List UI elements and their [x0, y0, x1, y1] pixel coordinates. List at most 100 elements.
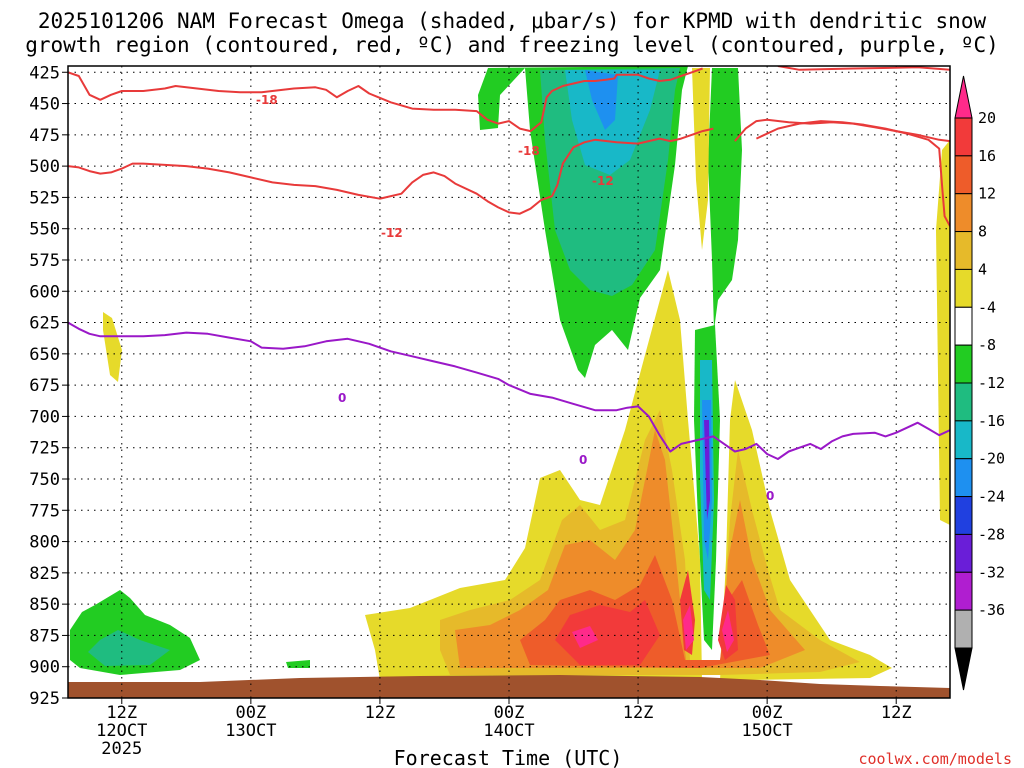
omega-shade-yellow-blob — [103, 312, 122, 382]
y-tick-label-925: 925 — [29, 689, 60, 709]
y-tick-label-850: 850 — [29, 595, 60, 615]
y-tick-label-775: 775 — [29, 501, 60, 521]
colorbar-label-5: 4 — [978, 260, 987, 278]
x-tick-label-24-2: 13OCT — [225, 721, 276, 741]
x-tick-label-60-1: 12Z — [623, 703, 654, 723]
colorbar-bottom-triangle — [954, 647, 973, 691]
x-tick-label-12-2: 12OCT — [96, 721, 147, 741]
contour-label-dgz-top-1: -18 — [256, 93, 278, 107]
x-tick-label-72-2: 15OCT — [742, 721, 793, 741]
contour-label-freezing-2: 0 — [579, 453, 587, 467]
y-tick-label-875: 875 — [29, 626, 60, 646]
grid-lines — [68, 66, 950, 699]
colorbar-box-11 — [954, 496, 973, 535]
colorbar-label-8: -12 — [978, 374, 1005, 392]
chart-title-line-1: 2025101206 NAM Forecast Omega (shaded, μ… — [38, 9, 987, 33]
y-tick-label-825: 825 — [29, 564, 60, 584]
x-tick-label-36-1: 12Z — [365, 703, 396, 723]
colorbar-box-1 — [954, 117, 973, 157]
contour-line-2 — [777, 66, 950, 71]
x-tick-label-84-1: 12Z — [881, 703, 912, 723]
y-tick-label-600: 600 — [29, 282, 60, 302]
omega-shade-lightblue-plume — [585, 70, 618, 130]
y-tick-label-425: 425 — [29, 63, 60, 83]
terrain-ground — [68, 675, 950, 698]
y-tick-label-525: 525 — [29, 188, 60, 208]
colorbar-box-14 — [954, 609, 973, 649]
colorbar-box-2 — [954, 155, 973, 195]
contour-label-dgz-bottom-1: -12 — [381, 226, 403, 240]
colorbar-box-4 — [954, 231, 973, 270]
colorbar-label-6: -4 — [978, 298, 996, 316]
omega-shade-yellow-ne — [692, 68, 710, 250]
colorbar-label-10: -20 — [978, 450, 1005, 468]
x-tick-label-48-2: 14OCT — [483, 721, 534, 741]
contour-line-5 — [755, 120, 950, 227]
x-tick-label-72-1: 00Z — [752, 703, 783, 723]
colorbar-label-4: 8 — [978, 223, 987, 241]
colorbar-label-13: -32 — [978, 563, 1005, 581]
contour-label-dgz-bottom-2: -12 — [592, 174, 614, 188]
contour-label-freezing-1: 0 — [338, 391, 346, 405]
y-tick-label-575: 575 — [29, 251, 60, 271]
contour-line-1 — [68, 67, 703, 133]
colorbar-box-3 — [954, 193, 973, 233]
y-tick-label-450: 450 — [29, 95, 60, 115]
omega-shade-magenta-3 — [722, 610, 734, 652]
y-tick-label-650: 650 — [29, 345, 60, 365]
omega-shade-magenta-2 — [683, 605, 694, 650]
contour-line-4 — [68, 127, 714, 215]
x-tick-label-12-3: 2025 — [101, 739, 142, 759]
y-tick-label-750: 750 — [29, 470, 60, 490]
omega-shade-yellow-edge — [936, 140, 950, 525]
x-tick-label-24-1: 00Z — [235, 703, 266, 723]
omega-shade-green-column — [708, 68, 742, 330]
colorbar-box-7 — [954, 344, 973, 384]
omega-shade-red-core — [555, 600, 660, 665]
colorbar-box-6 — [954, 306, 973, 346]
x-tick-label-12-1: 12Z — [106, 703, 137, 723]
x-axis-label: Forecast Time (UTC) — [394, 746, 623, 768]
colorbar-box-13 — [954, 571, 973, 611]
omega-shade-descent-purple — [704, 420, 710, 520]
y-tick-label-500: 500 — [29, 157, 60, 177]
contour-line-6 — [68, 321, 950, 460]
contour-label-freezing-3: 0 — [766, 489, 774, 503]
colorbar-label-2: 16 — [978, 147, 996, 165]
colorbar-top-triangle — [954, 75, 973, 119]
y-tick-label-625: 625 — [29, 314, 60, 334]
y-tick-label-675: 675 — [29, 376, 60, 396]
credit-text: coolwx.com/models — [858, 750, 1012, 768]
contour-label-dgz-top-2: -18 — [518, 144, 540, 158]
colorbar: 20 16 12 8 4 -4 -8 -12 -16 -20 -24 -28 -32 -36 — [954, 75, 1005, 691]
x-tick-label-48-1: 00Z — [494, 703, 525, 723]
contour-lines — [68, 66, 950, 460]
colorbar-box-8 — [954, 382, 973, 422]
colorbar-label-11: -24 — [978, 488, 1005, 506]
y-axis: 425 450 475 500 525 550 575 600 625 650 675 700 725 7… — [29, 63, 68, 709]
chart-title-line-2: growth region (contoured, red, ºC) and f… — [25, 33, 999, 57]
omega-shading — [68, 66, 950, 698]
colorbar-label-9: -16 — [978, 412, 1005, 430]
colorbar-label-14: -36 — [978, 601, 1005, 619]
omega-shade-magenta-1 — [572, 626, 598, 648]
colorbar-box-12 — [954, 533, 973, 573]
colorbar-label-1: 20 — [978, 109, 996, 127]
colorbar-label-7: -8 — [978, 336, 996, 354]
contour-labels: -18 -18 -12 -12 0 0 0 — [256, 93, 774, 503]
omega-shade-orange-2 — [455, 430, 805, 668]
colorbar-box-9 — [954, 420, 973, 460]
colorbar-box-10 — [954, 458, 973, 498]
y-tick-label-725: 725 — [29, 439, 60, 459]
y-tick-label-550: 550 — [29, 220, 60, 240]
y-tick-label-800: 800 — [29, 533, 60, 553]
colorbar-label-12: -28 — [978, 525, 1005, 543]
omega-shade-green-small — [286, 660, 310, 668]
y-tick-label-475: 475 — [29, 126, 60, 146]
colorbar-label-3: 12 — [978, 185, 996, 203]
omega-shade-teal-lowleft — [88, 630, 170, 666]
y-tick-label-700: 700 — [29, 407, 60, 427]
y-tick-label-900: 900 — [29, 658, 60, 678]
